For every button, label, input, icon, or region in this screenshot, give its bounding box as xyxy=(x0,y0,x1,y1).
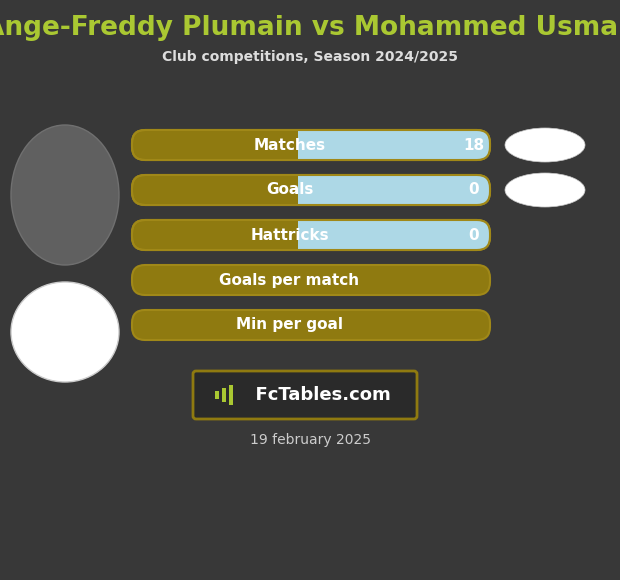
FancyBboxPatch shape xyxy=(132,130,490,160)
Bar xyxy=(298,220,311,250)
Bar xyxy=(215,391,219,399)
Bar xyxy=(298,175,311,205)
Text: Ange-Freddy Plumain vs Mohammed Usman: Ange-Freddy Plumain vs Mohammed Usman xyxy=(0,15,620,41)
Text: 18: 18 xyxy=(463,137,485,153)
FancyBboxPatch shape xyxy=(193,371,417,419)
FancyBboxPatch shape xyxy=(132,220,490,250)
Text: 0: 0 xyxy=(469,183,479,198)
Text: Goals: Goals xyxy=(266,183,313,198)
Text: Goals per match: Goals per match xyxy=(219,273,360,288)
Text: 19 february 2025: 19 february 2025 xyxy=(249,433,371,447)
Ellipse shape xyxy=(11,125,119,265)
FancyBboxPatch shape xyxy=(132,265,490,295)
Bar xyxy=(222,388,226,402)
Ellipse shape xyxy=(505,173,585,207)
FancyBboxPatch shape xyxy=(298,175,490,205)
FancyBboxPatch shape xyxy=(132,310,490,340)
Bar xyxy=(298,130,311,160)
Ellipse shape xyxy=(11,282,119,382)
FancyBboxPatch shape xyxy=(132,175,490,205)
Text: Club competitions, Season 2024/2025: Club competitions, Season 2024/2025 xyxy=(162,50,458,64)
Text: Matches: Matches xyxy=(254,137,326,153)
Bar xyxy=(229,385,233,405)
Ellipse shape xyxy=(505,128,585,162)
Text: Min per goal: Min per goal xyxy=(236,317,343,332)
Text: FcTables.com: FcTables.com xyxy=(243,386,391,404)
Text: Hattricks: Hattricks xyxy=(250,227,329,242)
FancyBboxPatch shape xyxy=(298,220,490,250)
FancyBboxPatch shape xyxy=(298,130,490,160)
Text: 0: 0 xyxy=(469,227,479,242)
